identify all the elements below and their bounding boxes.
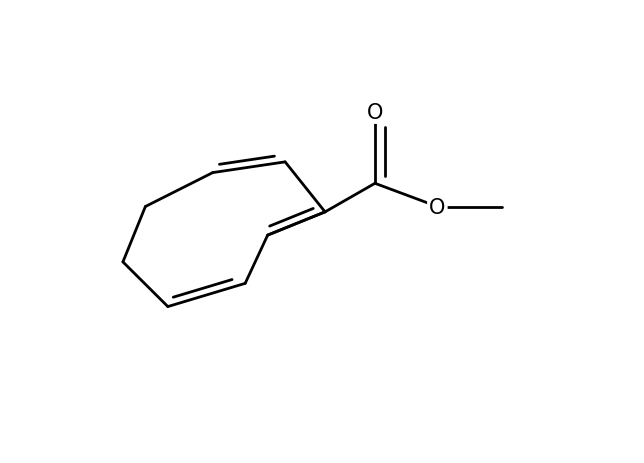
Text: O: O: [429, 197, 446, 217]
Text: O: O: [367, 103, 383, 123]
